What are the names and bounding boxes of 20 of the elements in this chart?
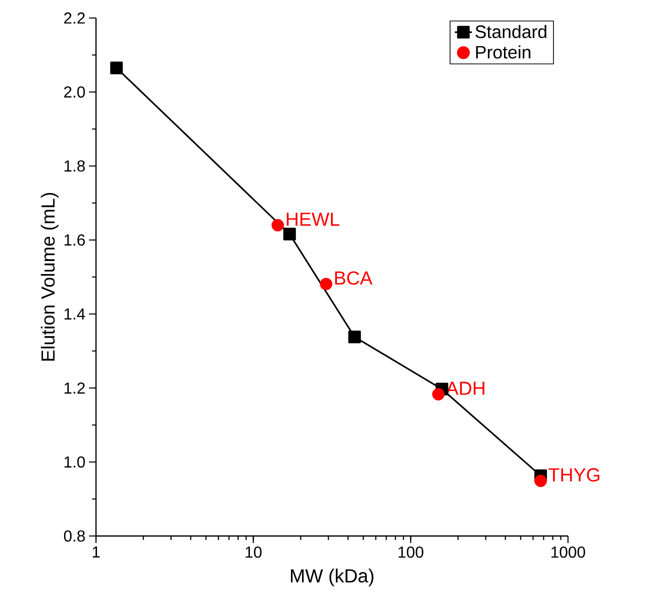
y-tick-label: 0.8: [64, 530, 85, 542]
x-tick-label: 1: [92, 546, 100, 558]
annotation: THYG: [548, 468, 600, 482]
x-tick-label: 10: [246, 546, 262, 558]
legend-label: Standard: [476, 24, 546, 38]
y-tick-label: 2.0: [64, 86, 85, 98]
y-tick-label: 1.4: [64, 308, 86, 320]
x-axis-title: MW (kDa): [290, 568, 374, 586]
y-tick-label: 1.0: [64, 456, 85, 468]
y-tick-label: 1.8: [64, 160, 85, 172]
legend-label: Protein: [476, 45, 530, 59]
y-tick-label: 1.6: [64, 234, 85, 246]
y-axis-title: Elution Volume (mL): [40, 192, 58, 361]
y-tick-label: 1.2: [64, 382, 85, 394]
x-tick-label: 100: [398, 546, 424, 558]
annotation: BCA: [335, 271, 372, 285]
annotation: ADH: [446, 382, 484, 395]
annotation: HEWL: [286, 212, 340, 226]
x-tick-label: 1000: [551, 546, 586, 558]
y-tick-label: 2.2: [64, 12, 85, 24]
